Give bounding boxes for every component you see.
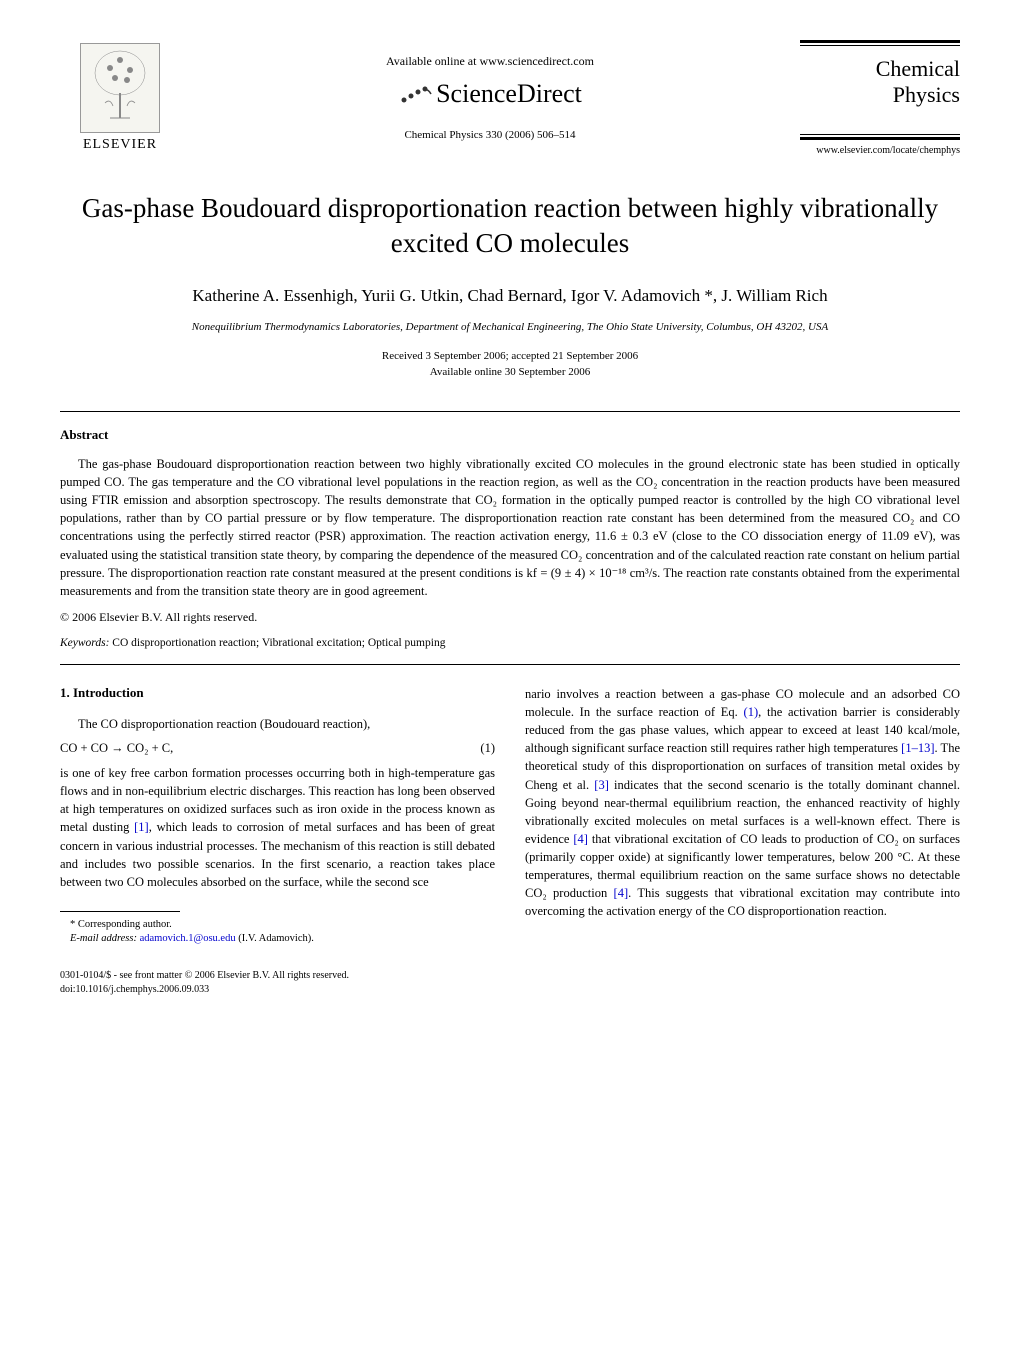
ref-link-3[interactable]: [3]: [594, 778, 609, 792]
sciencedirect-icon: [398, 84, 428, 104]
affiliation: Nonequilibrium Thermodynamics Laboratori…: [60, 321, 960, 333]
journal-name-box: Chemical Physics www.elsevier.com/locate…: [800, 40, 960, 156]
publisher-logo: ELSEVIER: [60, 43, 180, 153]
center-header: Available online at www.sciencedirect.co…: [180, 54, 800, 141]
equation-1-number: (1): [480, 741, 495, 756]
available-online-text: Available online at www.sciencedirect.co…: [180, 54, 800, 69]
introduction-heading: 1. Introduction: [60, 685, 495, 701]
copyright: © 2006 Elsevier B.V. All rights reserved…: [60, 610, 960, 625]
dates-line1: Received 3 September 2006; accepted 21 S…: [382, 350, 638, 362]
footer-line2: doi:10.1016/j.chemphys.2006.09.033: [60, 983, 495, 997]
footer-info: 0301-0104/$ - see front matter © 2006 El…: [60, 969, 495, 997]
col2-para: nario involves a reaction between a gas-…: [525, 685, 960, 921]
abstract-text: The gas-phase Boudouard disproportionati…: [60, 455, 960, 600]
journal-name-line1: Chemical: [876, 56, 960, 81]
article-title: Gas-phase Boudouard disproportionation r…: [60, 191, 960, 261]
footnote-rule: [60, 911, 180, 912]
keywords-text: CO disproportionation reaction; Vibratio…: [109, 637, 445, 649]
keywords: Keywords: CO disproportionation reaction…: [60, 637, 960, 649]
journal-url: www.elsevier.com/locate/chemphys: [800, 145, 960, 156]
email-label: E-mail address:: [70, 933, 140, 944]
ref-link-4b[interactable]: [4]: [614, 886, 629, 900]
email-suffix: (I.V. Adamovich).: [236, 933, 314, 944]
rule-below-keywords: [60, 664, 960, 665]
header-row: ELSEVIER Available online at www.science…: [60, 40, 960, 156]
ref-link-eq1[interactable]: (1): [744, 705, 759, 719]
journal-name: Chemical Physics: [800, 56, 960, 109]
authors: Katherine A. Essenhigh, Yurii G. Utkin, …: [60, 286, 960, 306]
journal-rule-bottom: [800, 134, 960, 140]
publisher-name: ELSEVIER: [83, 137, 157, 153]
sciencedirect-text: ScienceDirect: [436, 79, 582, 109]
two-column-layout: 1. Introduction The CO disproportionatio…: [60, 685, 960, 997]
keywords-label: Keywords:: [60, 637, 109, 649]
dates: Received 3 September 2006; accepted 21 S…: [60, 348, 960, 381]
equation-1: CO + CO → CO₂ + C,: [60, 741, 173, 756]
journal-rule-top: [800, 40, 960, 46]
right-column: nario involves a reaction between a gas-…: [525, 685, 960, 997]
sciencedirect-logo: ScienceDirect: [180, 79, 800, 109]
elsevier-tree-icon: [80, 43, 160, 133]
email-address[interactable]: adamovich.1@osu.edu: [140, 933, 236, 944]
intro-para1: The CO disproportionation reaction (Boud…: [60, 715, 495, 733]
journal-reference: Chemical Physics 330 (2006) 506–514: [180, 129, 800, 141]
rule-above-abstract: [60, 411, 960, 412]
ref-link-1-13[interactable]: [1–13]: [901, 741, 934, 755]
ref-link-4a[interactable]: [4]: [573, 832, 588, 846]
equation-1-row: CO + CO → CO₂ + C, (1): [60, 741, 495, 756]
ref-link-1[interactable]: [1]: [134, 820, 149, 834]
footer-line1: 0301-0104/$ - see front matter © 2006 El…: [60, 969, 495, 983]
intro-para2: is one of key free carbon formation proc…: [60, 764, 495, 891]
left-column: 1. Introduction The CO disproportionatio…: [60, 685, 495, 997]
corresponding-author: * Corresponding author.: [60, 918, 495, 933]
journal-name-line2: Physics: [893, 82, 960, 107]
abstract-heading: Abstract: [60, 427, 960, 443]
email-footnote: E-mail address: adamovich.1@osu.edu (I.V…: [60, 933, 495, 944]
dates-line2: Available online 30 September 2006: [430, 366, 590, 378]
